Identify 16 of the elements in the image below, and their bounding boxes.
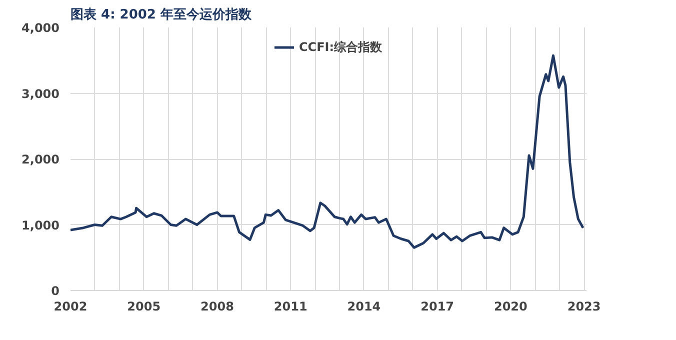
x-tick-label: 2008 [200,300,234,314]
x-tick-label: 2005 [127,300,161,314]
line-series [70,54,584,249]
legend-label: CCFI:综合指数 [298,38,382,56]
chart-title: 图表 4: 2002 年至今运价指数 [70,6,253,22]
x-tick-label: 2002 [54,300,88,314]
x-tick-label: 2014 [347,300,381,314]
x-tick-label: 2017 [420,300,454,314]
x-tick-label: 2023 [567,300,601,314]
x-tick-label: 2011 [274,300,308,314]
x-tick-label: 2020 [494,300,528,314]
y-tick-label: 3,000 [22,86,60,101]
y-tick-label: 4,000 [22,21,60,35]
y-tick-label: 1,000 [22,218,60,232]
y-tick-label: 0 [51,284,60,298]
y-tick-label: 2,000 [22,152,60,166]
